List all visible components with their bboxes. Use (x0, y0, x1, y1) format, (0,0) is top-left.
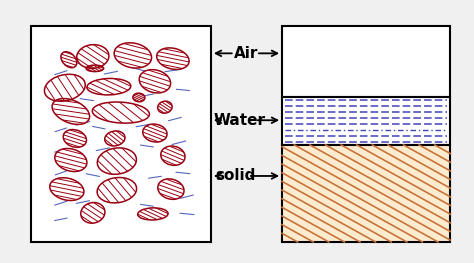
Text: Water: Water (213, 113, 265, 128)
Ellipse shape (158, 179, 184, 199)
Ellipse shape (105, 131, 125, 146)
Ellipse shape (50, 178, 84, 200)
Ellipse shape (55, 149, 87, 171)
Text: Air: Air (234, 46, 259, 61)
Ellipse shape (61, 52, 77, 68)
Bar (282, 98, 450, 145)
Ellipse shape (45, 74, 85, 101)
Ellipse shape (158, 101, 172, 113)
Ellipse shape (52, 99, 90, 124)
Ellipse shape (63, 130, 86, 147)
Ellipse shape (143, 124, 167, 142)
Bar (282, 145, 450, 242)
Ellipse shape (81, 203, 105, 223)
Bar (31, 26, 211, 242)
Ellipse shape (87, 78, 131, 95)
Ellipse shape (139, 70, 171, 93)
Ellipse shape (86, 65, 104, 72)
Text: solid: solid (215, 169, 256, 184)
Ellipse shape (97, 148, 137, 174)
Ellipse shape (97, 178, 137, 203)
Ellipse shape (157, 48, 189, 69)
Ellipse shape (161, 146, 185, 165)
Ellipse shape (138, 208, 168, 220)
Ellipse shape (133, 93, 145, 102)
Ellipse shape (77, 45, 109, 68)
Ellipse shape (114, 43, 152, 68)
Ellipse shape (92, 102, 149, 123)
Bar (282, 26, 450, 98)
